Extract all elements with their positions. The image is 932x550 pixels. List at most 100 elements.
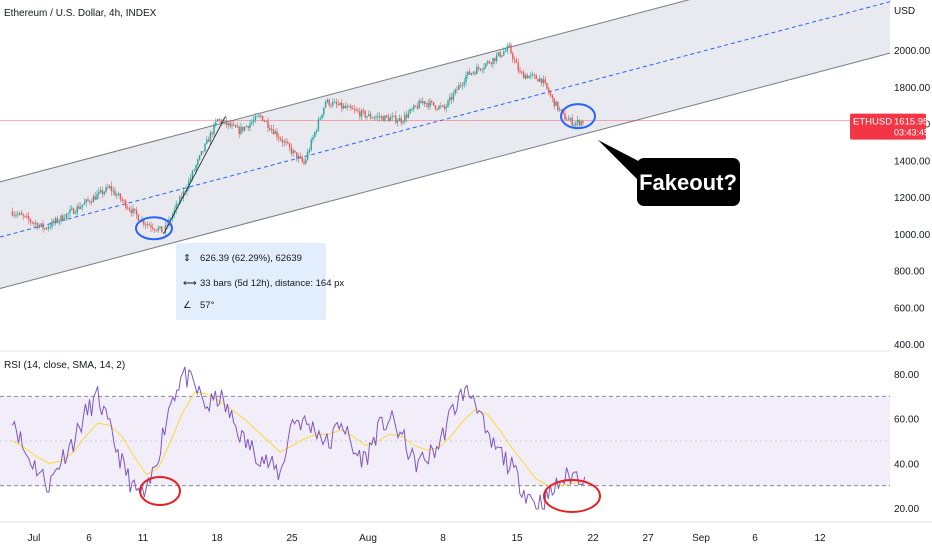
candle <box>108 184 111 189</box>
price-tag-symbol: ETHUSD <box>853 117 892 128</box>
candle <box>517 58 519 74</box>
candle <box>143 219 145 228</box>
candle <box>368 110 370 117</box>
candle <box>582 119 584 126</box>
candle <box>333 98 336 103</box>
price-axis[interactable]: USD 2000.001800.001600.001400.001200.001… <box>850 6 931 351</box>
candle <box>238 125 240 139</box>
candle <box>18 211 21 216</box>
candle <box>249 120 251 132</box>
rsi-tick-label: 40.00 <box>894 459 919 470</box>
time-axis[interactable]: Jul 6 11 18 25 Aug 8 15 22 27 Sep 6 12 <box>28 533 826 544</box>
candle <box>92 194 95 203</box>
candle <box>164 221 167 237</box>
price-pane[interactable]: ⇕ 626.39 (62.29%), 62639 ⟷ 33 bars (5d 1… <box>0 0 891 320</box>
candle <box>573 122 575 128</box>
candle <box>362 107 365 114</box>
candle <box>510 42 512 55</box>
candle <box>146 221 149 229</box>
candle <box>85 198 87 207</box>
candle <box>449 93 451 105</box>
candle <box>251 118 253 126</box>
blue-circle-fakeout[interactable] <box>560 103 596 130</box>
candle <box>177 201 179 209</box>
callout-pointer <box>598 140 648 182</box>
candle <box>314 131 316 139</box>
candle <box>335 98 338 109</box>
channel-upper-line[interactable] <box>0 0 890 183</box>
candle <box>11 207 14 217</box>
measure-info-box[interactable]: ⇕ 626.39 (62.29%), 62639 ⟷ 33 bars (5d 1… <box>176 243 344 320</box>
candle <box>486 60 489 66</box>
candle <box>384 114 386 123</box>
candle <box>22 212 24 221</box>
measure-price-range: 626.39 (62.29%), 62639 <box>200 253 302 264</box>
candle <box>353 104 356 114</box>
candle <box>40 223 42 228</box>
red-circle-2[interactable] <box>543 479 601 513</box>
measure-trend-line[interactable] <box>163 115 226 234</box>
candle <box>330 102 332 109</box>
candle <box>144 222 147 230</box>
candle <box>405 110 408 123</box>
candle <box>27 211 30 224</box>
candle <box>94 192 96 201</box>
red-circle-1[interactable] <box>139 476 181 506</box>
blue-circle-low[interactable] <box>135 216 173 241</box>
candle <box>132 204 134 217</box>
candle <box>315 128 318 136</box>
candle <box>328 98 330 108</box>
price-range-icon: ⇕ <box>183 253 191 264</box>
candle <box>204 142 206 153</box>
candle <box>198 154 201 161</box>
candle <box>17 210 19 218</box>
candle <box>373 115 375 121</box>
measure-bars-range: 33 bars (5d 12h), distance: 164 px <box>200 278 344 289</box>
time-tick-label: Jul <box>28 533 41 544</box>
candle <box>485 62 487 70</box>
candle <box>504 47 507 53</box>
candle <box>98 187 100 199</box>
candle <box>508 41 510 47</box>
price-tick-label: 1400.00 <box>894 156 931 167</box>
rsi-pane[interactable]: RSI (14, close, SMA, 14, 2) <box>0 360 890 513</box>
candle <box>522 69 525 79</box>
candle <box>306 148 309 161</box>
candle <box>218 118 221 123</box>
candle <box>215 118 217 128</box>
candle <box>542 75 545 87</box>
price-tick-label: 800.00 <box>894 267 925 278</box>
candle <box>459 81 462 89</box>
candle <box>436 107 438 111</box>
candle <box>29 217 32 226</box>
time-tick-label: 6 <box>86 533 92 544</box>
candle <box>114 187 116 197</box>
candle <box>533 72 536 80</box>
candle <box>227 122 230 130</box>
candle <box>233 120 235 126</box>
channel-lower-line[interactable] <box>0 52 891 289</box>
candle <box>197 158 199 169</box>
candle <box>117 191 120 197</box>
candle <box>128 205 131 212</box>
channel-fill <box>0 0 890 289</box>
rsi-axis[interactable]: 80.00 60.00 40.00 20.00 <box>894 370 919 515</box>
candle <box>321 114 323 121</box>
candle <box>470 72 473 76</box>
fakeout-callout[interactable]: Fakeout? <box>598 140 740 206</box>
candle <box>513 56 516 64</box>
candle <box>193 168 195 172</box>
candle <box>258 112 260 119</box>
time-tick-label: 27 <box>642 533 654 544</box>
rsi-line <box>11 366 586 510</box>
candle <box>297 153 300 163</box>
candle <box>351 105 354 110</box>
candle <box>260 113 262 119</box>
candle <box>26 212 28 219</box>
candle <box>231 120 233 130</box>
candle <box>472 70 474 75</box>
candle <box>229 119 231 129</box>
candle <box>224 120 226 125</box>
